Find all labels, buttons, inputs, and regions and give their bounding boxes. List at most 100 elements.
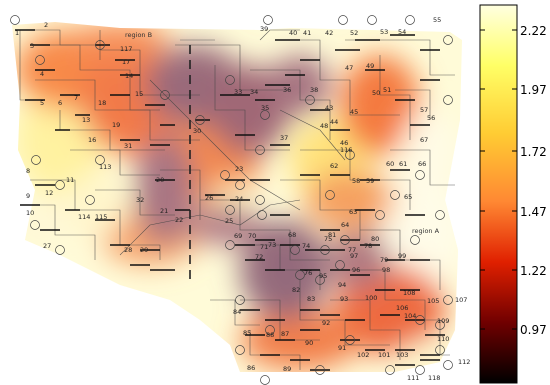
bus-label: 110 [437,335,449,343]
bus-label: 3 [30,42,34,50]
bus-label: 9 [26,192,30,200]
bus-label: 46 [340,139,348,147]
bus-label: 62 [330,162,338,170]
bus-label: 82 [292,286,300,294]
colorbar-tick-label: 1.72 [520,145,547,159]
bus-label: 75 [324,235,332,243]
colorbar-gradient [479,4,518,384]
bus-label: 85 [243,329,251,337]
bus-label: 47 [345,64,353,72]
bus-label: 93 [340,295,348,303]
bus-label: 57 [420,106,428,114]
bus-label: 109 [437,317,449,325]
bus-label: 66 [418,160,426,168]
bus-label: 89 [283,365,291,373]
bus-label: 105 [427,297,439,305]
bus-label: 56 [427,114,435,122]
bus-label: 6 [58,99,62,107]
bus-label: 53 [380,28,388,36]
bus-label: 40 [289,29,297,37]
bus-label: 7 [74,94,78,102]
bus-label: 12 [45,189,53,197]
bus-label: 10 [26,209,34,217]
bus-label: 49 [366,62,374,70]
heatmap-layer [12,22,462,372]
bus-label: 72 [255,253,263,261]
bus-label: 91 [338,344,346,352]
bus-label: 26 [205,194,213,202]
bus-label: 4 [40,70,44,78]
bus-label: 69 [234,232,242,240]
bus-label: 1 [15,29,19,37]
bus-label: 67 [420,136,428,144]
bus-label: 106 [396,304,408,312]
bus-label: 60 [386,160,394,168]
bus-label: 18 [98,99,106,107]
bus-label: 96 [352,266,360,274]
bus-label: 87 [281,330,289,338]
bus-label: 98 [382,266,390,274]
region-a-label: region A [412,227,440,235]
bus-label: 52 [350,29,358,37]
bus-label: 88 [266,331,274,339]
bus-label: 77 [348,246,356,254]
region-b-label: region B [125,31,152,39]
bus-label: 108 [403,289,415,297]
bus-label: 38 [310,86,318,94]
bus-label: 70 [248,232,256,240]
bus-label: 39 [260,25,268,33]
bus-label: 104 [404,312,416,320]
bus-label: 29 [140,246,148,254]
bus-label: 102 [357,351,369,359]
bus-label: 94 [338,281,346,289]
bus-label: 112 [458,358,470,366]
bus-label: 97 [350,252,358,260]
bus-label: 31 [124,142,132,150]
bus-label: 15 [135,90,143,98]
bus-label: 21 [160,207,168,215]
bus-label: 19 [112,121,120,129]
bus-label: 86 [247,364,255,372]
bus-label: 59 [366,177,374,185]
bus-label: 99 [398,252,406,260]
bus-label: 23 [235,165,243,173]
bus-label: 114 [78,213,90,221]
bus-label: 65 [404,193,412,201]
bus-label: 81 [328,231,336,239]
bus-label: 118 [428,374,440,382]
bus-label: 79 [380,256,388,264]
bus-label: 80 [371,235,379,243]
bus-label: 64 [341,221,349,229]
bus-label: 24 [235,195,243,203]
bus-label: 84 [233,308,241,316]
bus-label: 2 [44,21,48,29]
bus-label: 116 [340,146,352,154]
bus-label: 103 [396,351,408,359]
bus-bars [15,29,445,371]
bus-label: 113 [99,163,111,171]
bus-label: 17 [122,58,130,66]
bus-label: 13 [82,116,90,124]
bus-label: 5 [40,99,44,107]
bus-label: 27 [43,242,51,250]
bus-label: 33 [234,88,242,96]
bus-label: 68 [288,231,296,239]
bus-label: 36 [283,86,291,94]
bus-label: 76 [304,269,312,277]
bus-label: 51 [383,86,391,94]
bus-label: 101 [378,351,390,359]
bus-label: 48 [320,122,328,130]
bus-label: 32 [136,196,144,204]
bus-label: 58 [352,177,360,185]
bus-label: 55 [433,16,441,24]
bus-label: 115 [95,213,107,221]
bus-label: 30 [193,127,201,135]
bus-label: 44 [330,118,338,126]
bus-label: 45 [350,108,358,116]
bus-label: 54 [398,28,406,36]
colorbar-tick-label: 1.97 [520,83,547,97]
bus-label: 92 [322,319,330,327]
colorbar-tick-label: 1.47 [520,205,547,219]
bus-label: 22 [175,216,183,224]
bus-label: 11 [66,176,74,184]
